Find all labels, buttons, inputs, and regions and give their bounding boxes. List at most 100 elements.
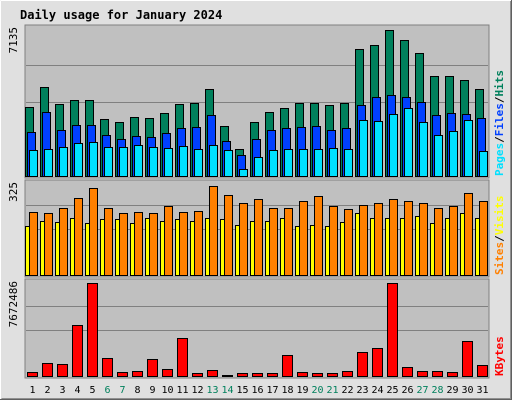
bar-kbytes-29: [447, 372, 458, 377]
bar-sites-17: [269, 208, 278, 276]
bar-pages-12: [194, 149, 203, 177]
ymax-label-kbytes: 7672486: [7, 281, 20, 327]
legend-sites: Sites: [493, 242, 506, 275]
bar-pages-21: [329, 148, 338, 177]
bar-pages-23: [359, 120, 368, 177]
legend-files: Files: [493, 103, 506, 136]
day-label-8: 8: [134, 385, 140, 396]
bar-kbytes-21: [327, 373, 338, 377]
bar-sites-3: [59, 208, 68, 276]
bar-kbytes-3: [57, 364, 68, 377]
bar-kbytes-4: [72, 325, 83, 377]
bar-kbytes-28: [432, 371, 443, 377]
bar-pages-26: [404, 108, 413, 177]
day-label-19: 19: [296, 385, 308, 396]
bar-sites-24: [374, 203, 383, 276]
bar-sites-16: [254, 199, 263, 276]
legend-hits: Hits: [493, 70, 506, 97]
day-label-30: 30: [461, 385, 473, 396]
legend-pages: Pages: [493, 143, 506, 176]
bar-kbytes-1: [27, 372, 38, 377]
day-label-15: 15: [236, 385, 248, 396]
bar-sites-2: [44, 213, 53, 276]
day-label-26: 26: [401, 385, 413, 396]
legend-hits-files-pages: Pages/Files/Hits: [493, 70, 506, 176]
day-label-20: 20: [311, 385, 323, 396]
day-label-27: 27: [416, 385, 428, 396]
day-label-5: 5: [89, 385, 95, 396]
bar-pages-14: [224, 150, 233, 177]
bar-sites-8: [134, 212, 143, 276]
day-label-21: 21: [326, 385, 338, 396]
bar-kbytes-23: [357, 352, 368, 377]
ymax-label-visits: 325: [7, 182, 20, 202]
bar-kbytes-20: [312, 373, 323, 377]
bar-kbytes-8: [132, 371, 143, 377]
bar-kbytes-24: [372, 348, 383, 377]
bar-pages-4: [74, 143, 83, 177]
day-label-14: 14: [221, 385, 233, 396]
day-label-7: 7: [119, 385, 125, 396]
bar-pages-11: [179, 146, 188, 177]
bar-pages-30: [464, 120, 473, 177]
bar-pages-16: [254, 157, 263, 177]
bar-kbytes-31: [477, 365, 488, 377]
bar-sites-14: [224, 195, 233, 276]
day-label-6: 6: [104, 385, 110, 396]
bar-pages-28: [434, 135, 443, 177]
bar-sites-9: [149, 213, 158, 276]
bar-pages-7: [119, 147, 128, 177]
chart-title: Daily usage for January 2024: [20, 8, 222, 22]
bar-kbytes-25: [387, 283, 398, 377]
bar-kbytes-5: [87, 283, 98, 377]
bar-kbytes-9: [147, 359, 158, 377]
panel-kbytes-bg: [24, 278, 490, 379]
bar-pages-6: [104, 147, 113, 177]
bar-sites-18: [284, 208, 293, 276]
bar-pages-29: [449, 131, 458, 177]
bar-sites-31: [479, 201, 488, 276]
day-label-28: 28: [431, 385, 443, 396]
bar-pages-15: [239, 169, 248, 177]
bar-sites-4: [74, 198, 83, 276]
bar-pages-9: [149, 147, 158, 177]
bar-sites-12: [194, 211, 203, 276]
bar-pages-20: [314, 149, 323, 177]
bars-layer: [25, 30, 488, 377]
day-label-2: 2: [44, 385, 50, 396]
day-label-3: 3: [59, 385, 65, 396]
day-label-4: 4: [74, 385, 80, 396]
bar-kbytes-7: [117, 372, 128, 377]
bar-sites-13: [209, 186, 218, 276]
bar-kbytes-16: [252, 373, 263, 377]
bar-pages-3: [59, 147, 68, 177]
day-label-12: 12: [191, 385, 203, 396]
bar-sites-11: [179, 212, 188, 276]
bar-kbytes-26: [402, 367, 413, 377]
bar-sites-27: [419, 203, 428, 276]
day-label-17: 17: [266, 385, 278, 396]
bar-pages-22: [344, 149, 353, 177]
bar-sites-30: [464, 193, 473, 276]
legend-kbytes: KBytes: [493, 336, 506, 376]
day-label-18: 18: [281, 385, 293, 396]
bar-kbytes-2: [42, 363, 53, 377]
day-label-22: 22: [341, 385, 353, 396]
bar-pages-17: [269, 150, 278, 177]
bar-pages-31: [479, 151, 488, 177]
bar-kbytes-19: [297, 372, 308, 377]
bar-pages-2: [44, 149, 53, 177]
bar-kbytes-15: [237, 373, 248, 377]
bar-sites-20: [314, 196, 323, 276]
bar-kbytes-30: [462, 341, 473, 377]
bar-kbytes-6: [102, 358, 113, 377]
bar-sites-28: [434, 208, 443, 276]
bar-sites-1: [29, 212, 38, 276]
bar-pages-10: [164, 148, 173, 177]
bar-sites-22: [344, 209, 353, 276]
bar-sites-25: [389, 199, 398, 276]
bar-sites-6: [104, 208, 113, 276]
day-label-23: 23: [356, 385, 368, 396]
bar-pages-1: [29, 150, 38, 177]
